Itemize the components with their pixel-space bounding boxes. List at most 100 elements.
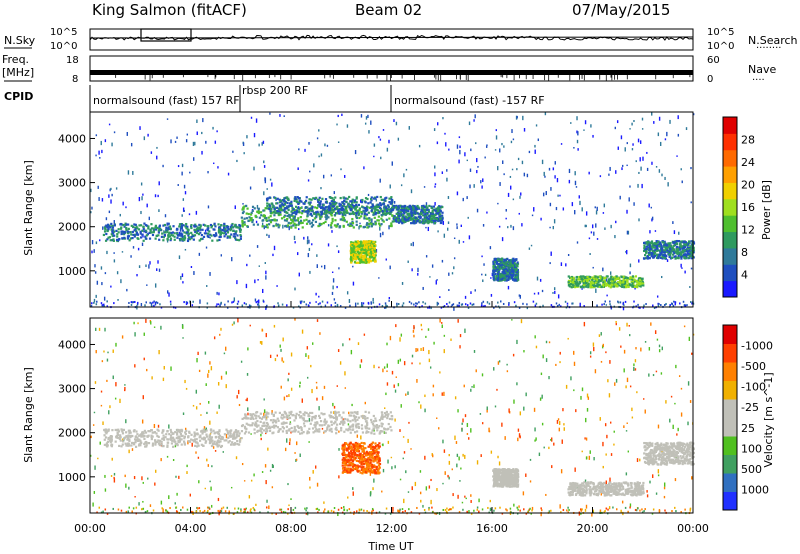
- power-echo: [151, 233, 155, 237]
- velocity-echo: [276, 354, 278, 357]
- power-echo: [294, 241, 296, 244]
- power-echo: [518, 306, 521, 309]
- velocity-echo: [510, 511, 512, 514]
- velocity-echo: [210, 504, 213, 508]
- power-echo: [365, 243, 368, 246]
- power-echo: [464, 295, 467, 299]
- power-echo: [156, 155, 158, 160]
- power-echo: [100, 302, 103, 305]
- power-echo: [338, 212, 341, 215]
- power-echo: [301, 206, 303, 209]
- power-echo: [164, 231, 167, 234]
- velocity-echo: [456, 463, 458, 468]
- power-echo: [332, 285, 334, 290]
- power-echo: [683, 245, 687, 248]
- power-echo: [384, 302, 387, 305]
- power-echo: [582, 277, 585, 280]
- power-echo: [668, 244, 671, 247]
- power-echo: [209, 223, 213, 227]
- velocity-echo: [580, 395, 582, 400]
- power-echo: [359, 225, 362, 228]
- power-echo: [502, 274, 505, 277]
- power-echo: [599, 277, 602, 280]
- power-echo: [503, 265, 507, 268]
- power-echo: [411, 205, 415, 208]
- power-echo: [181, 233, 184, 237]
- power-echo: [318, 204, 321, 207]
- velocity-echo: [646, 490, 648, 493]
- power-echo: [233, 297, 236, 302]
- power-echo: [138, 224, 141, 227]
- velocity-echo: [141, 419, 144, 424]
- velocity-echo: [391, 370, 394, 375]
- power-echo: [476, 208, 479, 213]
- power-echo: [195, 225, 198, 228]
- power-echo: [349, 304, 351, 307]
- power-echo: [611, 278, 615, 281]
- power-echo: [534, 144, 536, 148]
- power-echo: [310, 214, 314, 217]
- power-echo: [501, 261, 504, 264]
- velocity-echo: [381, 490, 383, 493]
- velocity-echo: [333, 405, 336, 409]
- power-echo: [138, 196, 141, 202]
- power-echo: [675, 242, 679, 246]
- velocity-echo: [545, 358, 548, 363]
- power-echo: [388, 197, 391, 200]
- power-echo: [319, 200, 322, 203]
- power-echo: [439, 219, 442, 222]
- power-echo: [350, 245, 354, 248]
- power-echo: [481, 304, 483, 307]
- power-echo: [354, 208, 357, 211]
- velocity-echo: [657, 424, 660, 429]
- velocity-echo: [397, 383, 400, 387]
- power-echo: [394, 219, 398, 222]
- power-echo: [257, 303, 260, 306]
- power-echo: [324, 198, 328, 201]
- power-echo: [497, 264, 500, 268]
- power-echo: [234, 238, 238, 241]
- power-echo: [236, 159, 238, 163]
- power-echo: [452, 303, 455, 306]
- power-echo: [371, 252, 374, 255]
- velocity-echo: [93, 411, 96, 414]
- power-echo: [258, 265, 260, 267]
- power-echo: [461, 303, 464, 306]
- power-echo: [684, 304, 687, 307]
- power-echo: [396, 216, 399, 219]
- power-echo: [117, 228, 120, 231]
- velocity-echo: [559, 504, 561, 509]
- power-echo: [152, 227, 155, 230]
- power-echo: [403, 173, 405, 178]
- power-echo: [243, 221, 246, 224]
- power-echo: [352, 265, 354, 268]
- power-echo: [178, 223, 182, 226]
- velocity-echo: [342, 343, 344, 347]
- power-echo: [354, 249, 357, 252]
- power-echo: [675, 251, 678, 254]
- velocity-echo: [260, 437, 262, 441]
- power-echo: [355, 201, 358, 204]
- power-echo: [355, 212, 358, 215]
- power-echo: [265, 275, 267, 280]
- power-echo: [275, 224, 278, 227]
- power-echo: [185, 303, 188, 306]
- power-echo: [249, 306, 251, 309]
- power-echo: [268, 203, 271, 206]
- power-echo: [305, 196, 308, 199]
- velocity-echo: [541, 394, 543, 399]
- velocity-echo: [195, 389, 198, 394]
- velocity-echo: [687, 381, 690, 386]
- velocity-echo: [386, 342, 388, 346]
- power-echo: [277, 302, 279, 305]
- power-echo: [355, 196, 358, 199]
- power-echo: [385, 258, 387, 261]
- velocity-echo: [658, 344, 661, 348]
- power-echo: [422, 219, 425, 222]
- velocity-echo: [559, 361, 561, 364]
- power-echo: [333, 201, 336, 204]
- power-echo: [353, 201, 356, 204]
- power-echo: [349, 212, 353, 215]
- power-echo: [96, 300, 98, 303]
- power-echo: [492, 262, 495, 265]
